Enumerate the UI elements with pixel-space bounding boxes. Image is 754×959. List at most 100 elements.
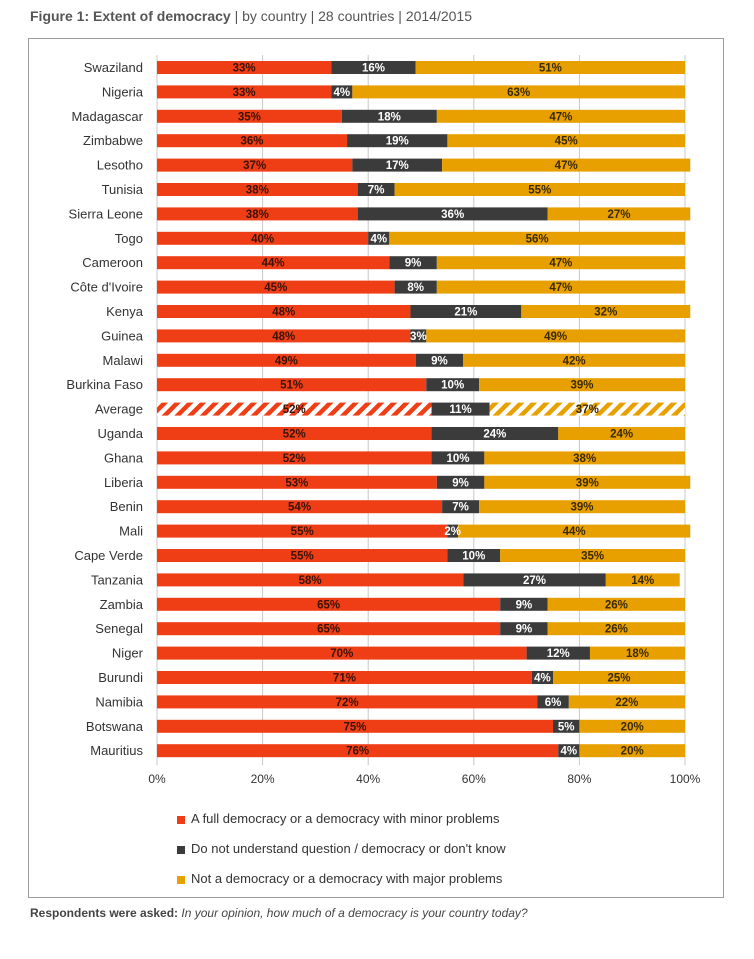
bar-segment — [157, 500, 443, 514]
data-label: 47% — [555, 160, 578, 172]
x-tick-label: 0% — [148, 772, 166, 786]
data-label: 55% — [291, 551, 314, 563]
data-label: 72% — [336, 697, 359, 709]
category-label: Mauritius — [90, 743, 143, 758]
data-label: 9% — [516, 624, 533, 636]
data-label: 39% — [571, 502, 594, 514]
data-label: 49% — [544, 331, 567, 343]
data-label: 12% — [547, 648, 570, 660]
data-label: 39% — [576, 477, 599, 489]
bar-segment — [157, 158, 353, 172]
bar-segment — [463, 353, 685, 367]
data-label: 52% — [283, 453, 306, 465]
bar-segment — [436, 475, 485, 489]
bar-segment — [489, 402, 685, 416]
bar-segment — [431, 451, 485, 465]
data-label: 37% — [576, 404, 599, 416]
bar-segment — [521, 305, 691, 318]
bar-segment — [447, 524, 458, 538]
bar-segment — [357, 207, 548, 221]
bar-segment — [394, 280, 437, 294]
bar-segment — [553, 719, 580, 733]
data-label: 38% — [246, 185, 269, 197]
data-label: 56% — [526, 233, 549, 245]
bar-segment — [547, 207, 691, 221]
category-label: Nigeria — [102, 84, 144, 99]
bar-segment — [157, 475, 437, 489]
data-label: 17% — [386, 160, 409, 172]
data-label: 36% — [441, 209, 464, 221]
data-label: 63% — [507, 87, 530, 99]
bar-segment — [547, 597, 685, 611]
data-label: 48% — [272, 307, 295, 319]
category-label: Average — [95, 402, 143, 417]
data-label: 27% — [607, 209, 630, 221]
category-label: Namibia — [95, 694, 143, 709]
axis-layer: 0% 20% 40% 60% 80% 100% — [148, 772, 700, 786]
bar-segment — [357, 183, 395, 196]
bar-segment — [341, 109, 437, 123]
data-label: 24% — [483, 429, 506, 441]
bar-segment — [442, 158, 691, 172]
data-label: 38% — [246, 209, 269, 221]
footnote-question: In your opinion, how much of a democracy… — [181, 906, 528, 920]
category-label: Mali — [119, 524, 143, 539]
bar-segment — [394, 183, 685, 196]
bar-segment — [457, 524, 691, 538]
bar-segment — [500, 622, 548, 636]
bar-segment — [331, 61, 416, 74]
category-label: Lesotho — [97, 158, 143, 173]
bar-segment — [157, 744, 559, 758]
category-label: Burundi — [98, 670, 143, 685]
bar-segment — [415, 61, 685, 74]
data-label: 19% — [386, 136, 409, 148]
data-label: 9% — [516, 599, 533, 611]
bar-segment — [157, 719, 553, 733]
bar-segment — [415, 353, 464, 367]
bar-segment — [347, 134, 448, 148]
category-label: Guinea — [101, 328, 144, 343]
category-label: Niger — [112, 646, 144, 661]
data-label: 65% — [317, 624, 340, 636]
category-label: Malawi — [103, 353, 144, 368]
data-label: 45% — [555, 136, 578, 148]
bar-segment — [484, 475, 691, 489]
category-label: Zambia — [100, 597, 144, 612]
bar-segment — [436, 256, 685, 270]
bar-segment — [605, 573, 680, 587]
data-label: 9% — [405, 258, 422, 270]
bar-segment — [479, 500, 685, 514]
bar-segment — [558, 427, 685, 440]
data-label: 10% — [462, 551, 485, 563]
bar-segment — [410, 305, 522, 318]
data-label: 5% — [558, 721, 575, 733]
data-label: 18% — [626, 648, 649, 660]
data-label: 58% — [299, 575, 322, 587]
data-label: 51% — [280, 380, 303, 392]
figure-title-bold: Figure 1: Extent of democracy — [30, 8, 231, 24]
data-label: 37% — [243, 160, 266, 172]
bar-segment — [157, 353, 416, 367]
legend-item-not: Not a democracy or a democracy with majo… — [177, 871, 502, 886]
bar-segment — [389, 256, 437, 270]
data-label: 22% — [615, 697, 638, 709]
legend-swatch-full — [177, 815, 185, 824]
category-label: Burkina Faso — [66, 377, 143, 392]
data-label: 6% — [545, 697, 562, 709]
legend-item-dontknow: Do not understand question / democracy o… — [177, 841, 506, 856]
data-label: 53% — [285, 477, 308, 489]
bar-segment — [368, 231, 390, 245]
data-label: 71% — [333, 673, 356, 685]
bar-segment — [157, 573, 464, 587]
legend-label-dontknow: Do not understand question / democracy o… — [191, 841, 506, 856]
category-label: Ghana — [104, 450, 144, 465]
data-label: 20% — [621, 746, 644, 758]
bar-segment — [553, 671, 685, 684]
data-label: 10% — [441, 380, 464, 392]
data-label: 26% — [605, 599, 628, 611]
category-label: Madagascar — [71, 109, 143, 124]
data-label: 49% — [275, 355, 298, 367]
category-label: Swaziland — [84, 60, 143, 75]
category-label: Cape Verde — [74, 548, 143, 563]
data-label: 16% — [362, 63, 385, 75]
